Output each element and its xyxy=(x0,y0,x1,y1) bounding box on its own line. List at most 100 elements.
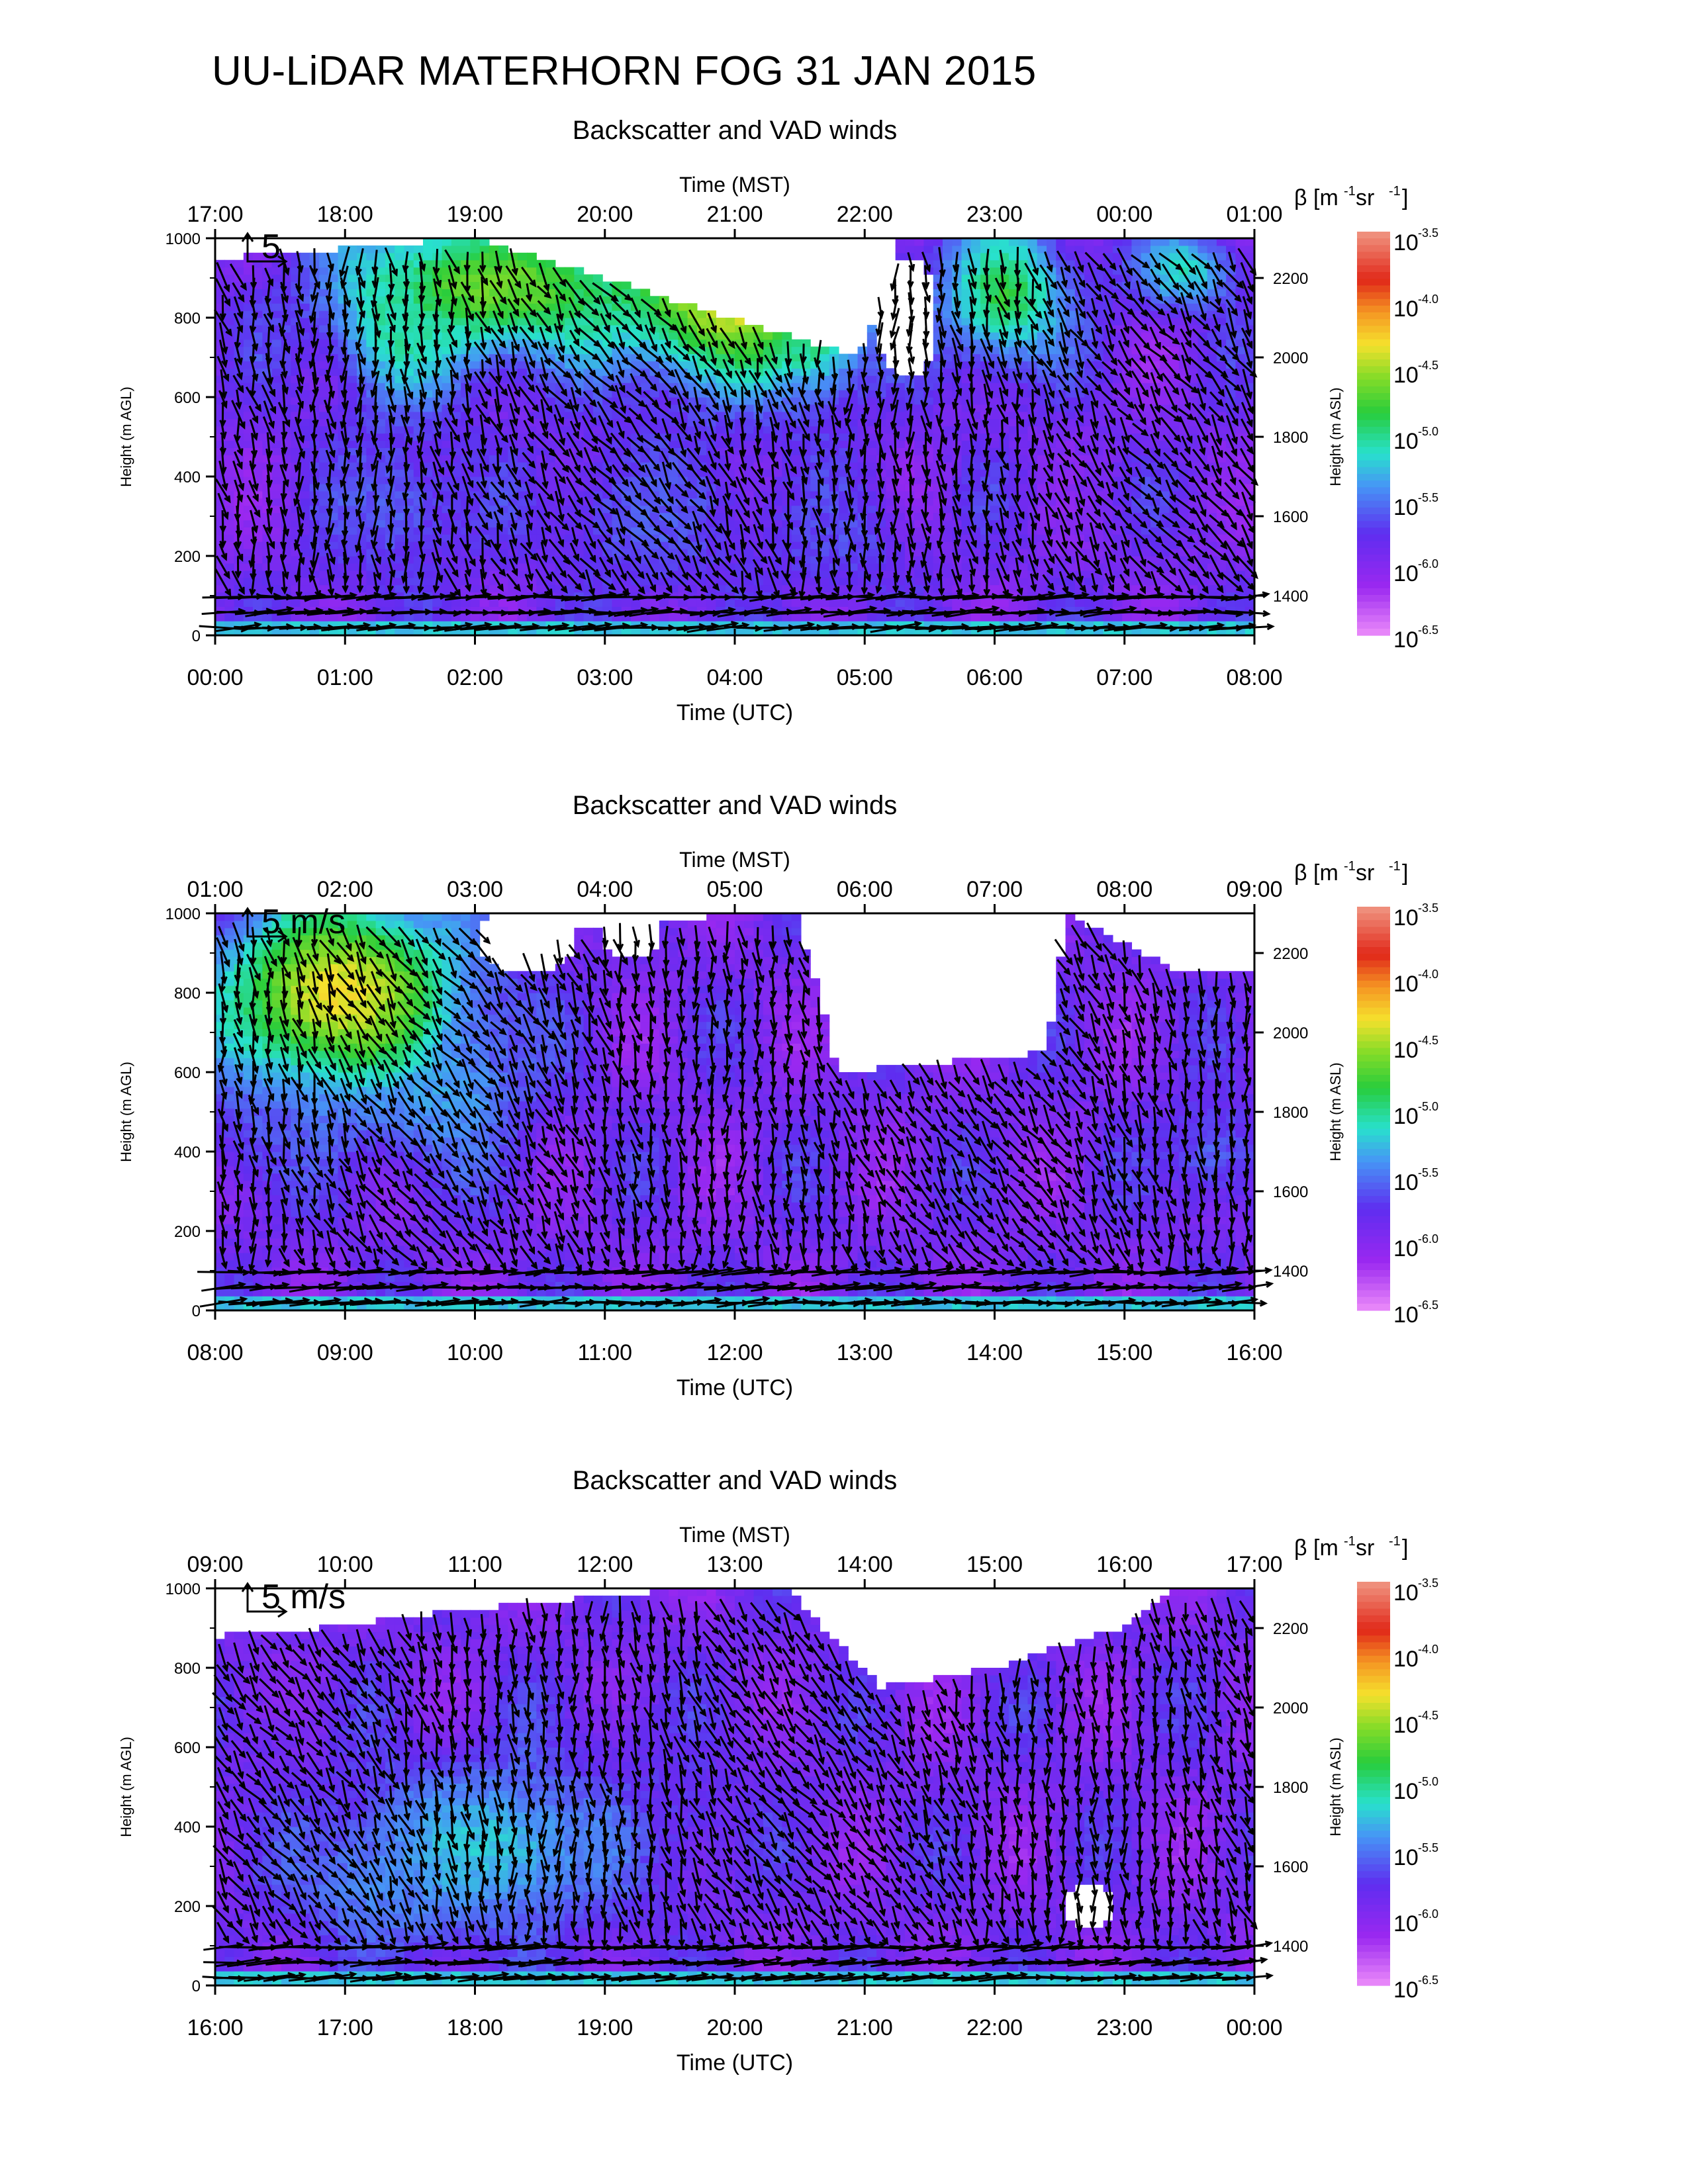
heatmap-cell xyxy=(517,498,528,506)
heatmap-cell xyxy=(508,606,518,614)
heatmap-cell xyxy=(1094,490,1104,499)
heatmap-cell xyxy=(923,462,934,470)
heatmap-cell xyxy=(375,368,386,376)
heatmap-cell xyxy=(716,346,726,355)
heatmap-cell xyxy=(782,520,792,527)
heatmap-cell xyxy=(800,483,811,492)
heatmap-cell xyxy=(687,614,698,621)
heatmap-cell xyxy=(545,621,556,629)
heatmap-cell xyxy=(347,353,357,362)
heatmap-cell xyxy=(999,375,1009,383)
heatmap-cell xyxy=(980,368,990,376)
heatmap-cell xyxy=(234,614,244,621)
heatmap-cell xyxy=(669,455,679,463)
heatmap-cell xyxy=(612,628,622,636)
heatmap-cell xyxy=(839,498,849,506)
heatmap-cell xyxy=(234,606,244,614)
heatmap-cell xyxy=(498,498,509,506)
heatmap-cell xyxy=(782,440,792,448)
heatmap-cell xyxy=(1122,498,1133,506)
heatmap-cell xyxy=(999,440,1009,448)
heatmap-cell xyxy=(1094,570,1104,578)
heatmap-cell xyxy=(773,505,782,514)
heatmap-cell xyxy=(659,577,669,586)
heatmap-cell xyxy=(262,490,273,499)
heatmap-cell xyxy=(291,404,301,412)
heatmap-cell xyxy=(1037,498,1047,506)
heatmap-cell xyxy=(602,541,613,549)
heatmap-cell xyxy=(753,498,764,506)
heatmap-cell xyxy=(678,498,688,506)
heatmap-cell xyxy=(461,252,471,261)
heatmap-cell xyxy=(281,324,291,333)
heatmap-cell xyxy=(451,411,461,420)
heatmap-cell xyxy=(461,259,471,268)
heatmap-cell xyxy=(347,440,357,448)
heatmap-cell xyxy=(990,332,1000,340)
heatmap-cell xyxy=(990,252,1000,261)
heatmap-cell xyxy=(489,549,499,557)
heatmap-cell xyxy=(536,520,547,527)
heatmap-cell xyxy=(253,259,263,268)
heatmap-cell xyxy=(319,433,329,441)
heatmap-cell xyxy=(489,383,499,390)
heatmap-cell xyxy=(423,368,433,376)
heatmap-cell xyxy=(1122,527,1133,535)
heatmap-cell xyxy=(999,296,1009,304)
heatmap-cell xyxy=(602,614,613,621)
heatmap-cell xyxy=(970,245,981,253)
heatmap-cell xyxy=(442,324,452,333)
heatmap-cell xyxy=(744,563,755,571)
heatmap-cell xyxy=(300,556,310,564)
heatmap-cell xyxy=(224,447,235,455)
heatmap-cell xyxy=(1027,505,1038,514)
heatmap-cell xyxy=(489,245,499,253)
heatmap-cell xyxy=(347,527,357,535)
heatmap-cell xyxy=(687,577,698,586)
heatmap-cell xyxy=(839,606,849,614)
heatmap-cell xyxy=(696,375,707,383)
heatmap-cell xyxy=(489,512,499,521)
heatmap-cell xyxy=(735,621,745,629)
heatmap-cell xyxy=(753,477,764,484)
heatmap-cell xyxy=(773,383,782,390)
heatmap-cell xyxy=(1094,375,1104,383)
heatmap-cell xyxy=(413,259,424,268)
heatmap-cell xyxy=(820,556,830,564)
heatmap-cell xyxy=(1008,346,1019,355)
heatmap-cell xyxy=(347,477,357,484)
heatmap-cell xyxy=(385,245,395,253)
heatmap-cell xyxy=(517,584,528,593)
heatmap-cell xyxy=(1018,628,1029,636)
heatmap-cell xyxy=(423,462,433,470)
heatmap-cell xyxy=(583,346,594,355)
heatmap-cell xyxy=(649,520,660,527)
heatmap-cell xyxy=(1037,289,1047,296)
heatmap-cell xyxy=(243,447,254,455)
heatmap-cell xyxy=(508,383,518,390)
heatmap-cell xyxy=(1094,534,1104,542)
heatmap-cell xyxy=(366,383,377,390)
heatmap-cell xyxy=(933,520,943,527)
heatmap-cell xyxy=(867,483,877,492)
heatmap-cell xyxy=(281,281,291,289)
heatmap-cell xyxy=(271,584,282,593)
heatmap-cell xyxy=(791,346,802,355)
heatmap-cell xyxy=(990,541,1000,549)
heatmap-cell xyxy=(612,549,622,557)
heatmap-cell xyxy=(1141,563,1151,571)
heatmap-cell xyxy=(366,447,377,455)
heatmap-cell xyxy=(621,383,632,390)
heatmap-cell xyxy=(621,614,632,621)
heatmap-cell xyxy=(735,477,745,484)
heatmap-cell xyxy=(565,353,575,362)
heatmap-cell xyxy=(1018,318,1029,326)
heatmap-cell xyxy=(489,455,499,463)
heatmap-cell xyxy=(215,397,225,405)
heatmap-cell xyxy=(1037,426,1047,434)
heatmap-cell xyxy=(470,375,481,383)
heatmap-cell xyxy=(508,527,518,535)
heatmap-cell xyxy=(527,483,537,492)
heatmap-cell xyxy=(782,563,792,571)
heatmap-cell xyxy=(262,621,273,629)
